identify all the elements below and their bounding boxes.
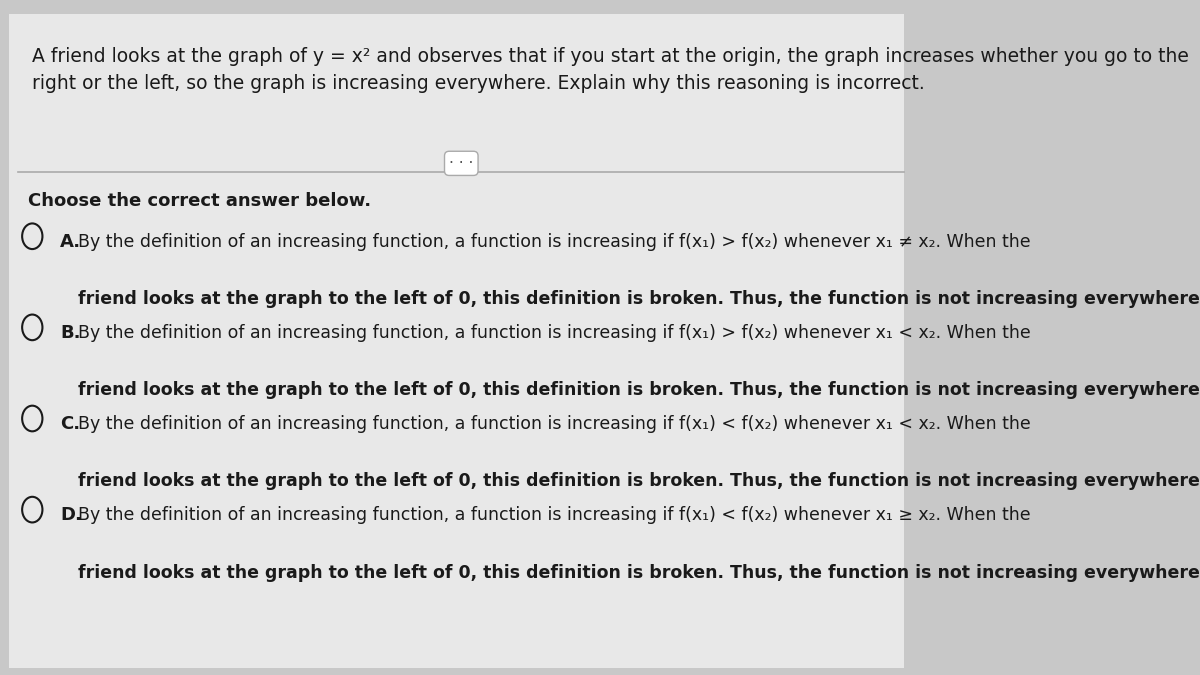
Text: friend looks at the graph to the left of 0, this definition is broken. Thus, the: friend looks at the graph to the left of… bbox=[78, 564, 1200, 582]
Text: friend looks at the graph to the left of 0, this definition is broken. Thus, the: friend looks at the graph to the left of… bbox=[78, 472, 1200, 491]
Text: B.: B. bbox=[60, 324, 80, 342]
Text: · · ·: · · · bbox=[449, 156, 474, 171]
Text: By the definition of an increasing function, a function is increasing if f(x₁) <: By the definition of an increasing funct… bbox=[78, 506, 1031, 524]
Text: By the definition of an increasing function, a function is increasing if f(x₁) >: By the definition of an increasing funct… bbox=[78, 324, 1031, 342]
Text: By the definition of an increasing function, a function is increasing if f(x₁) >: By the definition of an increasing funct… bbox=[78, 233, 1031, 251]
Text: A friend looks at the graph of y = x² and observes that if you start at the orig: A friend looks at the graph of y = x² an… bbox=[32, 47, 1189, 92]
Text: Choose the correct answer below.: Choose the correct answer below. bbox=[28, 192, 371, 211]
Text: friend looks at the graph to the left of 0, this definition is broken. Thus, the: friend looks at the graph to the left of… bbox=[78, 290, 1200, 308]
FancyBboxPatch shape bbox=[10, 14, 904, 668]
Text: friend looks at the graph to the left of 0, this definition is broken. Thus, the: friend looks at the graph to the left of… bbox=[78, 381, 1200, 400]
Text: C.: C. bbox=[60, 415, 80, 433]
Text: A.: A. bbox=[60, 233, 82, 251]
Text: D.: D. bbox=[60, 506, 82, 524]
Text: By the definition of an increasing function, a function is increasing if f(x₁) <: By the definition of an increasing funct… bbox=[78, 415, 1031, 433]
